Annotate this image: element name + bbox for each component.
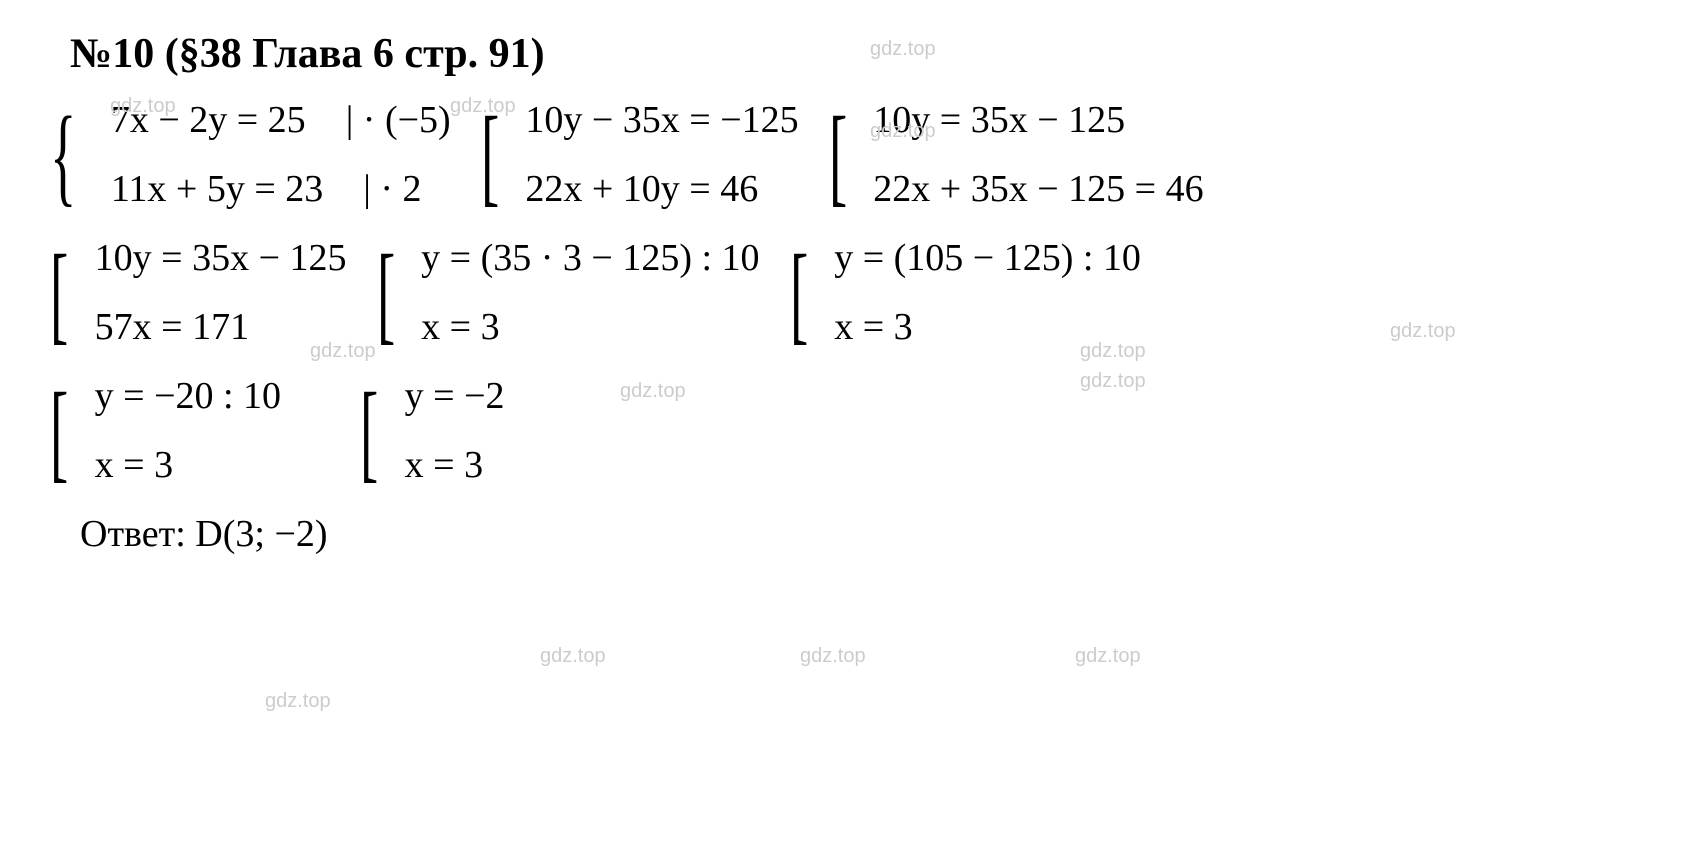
- equation-line: 10y = 35x − 125: [95, 236, 347, 280]
- system-2-1: [ 10y = 35x − 125 57x = 171: [50, 236, 347, 349]
- brace-square: [: [50, 249, 68, 337]
- brace-square: [: [360, 387, 378, 475]
- equation-text: x = 3: [834, 305, 912, 349]
- equation-text: y = (105 − 125) : 10: [834, 236, 1141, 280]
- watermark: gdz.top: [110, 95, 176, 118]
- equation-text: x = 3: [405, 443, 483, 487]
- answer-text: Ответ: D(3; −2): [50, 512, 1645, 556]
- system-3-2: [ y = −2 x = 3: [360, 374, 505, 487]
- watermark: gdz.top: [870, 38, 936, 61]
- equation-line: 10y − 35x = −125: [525, 98, 798, 142]
- equation-text: y = −2: [405, 374, 505, 418]
- brace-curly: {: [50, 111, 76, 199]
- system-3-1: [ y = −20 : 10 x = 3: [50, 374, 330, 487]
- watermark: gdz.top: [870, 120, 936, 143]
- equation-text: 10y − 35x = −125: [525, 98, 798, 142]
- brace-square: [: [481, 111, 499, 199]
- brace-square: [: [790, 249, 808, 337]
- equations-block: y = (105 − 125) : 10 x = 3: [834, 236, 1141, 349]
- equation-text: x = 3: [421, 305, 499, 349]
- equation-text: 10y = 35x − 125: [95, 236, 347, 280]
- equation-line: 22x + 35x − 125 = 46: [873, 167, 1203, 211]
- equation-line: 11x + 5y = 23 | · 2: [111, 167, 451, 211]
- equation-text: 22x + 35x − 125 = 46: [873, 167, 1203, 211]
- equations-block: 10y = 35x − 125 57x = 171: [95, 236, 347, 349]
- system-2-2: [ y = (35 · 3 − 125) : 10 x = 3: [377, 236, 760, 349]
- watermark: gdz.top: [1080, 370, 1146, 393]
- system-1-2: [ 10y − 35x = −125 22x + 10y = 46: [481, 98, 799, 211]
- equation-text: y = −20 : 10: [95, 374, 281, 418]
- multiplier-note: | · 2: [363, 167, 421, 211]
- equations-block: y = (35 · 3 − 125) : 10 x = 3: [421, 236, 759, 349]
- equation-line: 22x + 10y = 46: [525, 167, 798, 211]
- watermark: gdz.top: [1390, 320, 1456, 343]
- equations-block: 10y − 35x = −125 22x + 10y = 46: [525, 98, 798, 211]
- watermark: gdz.top: [450, 95, 516, 118]
- equation-line: y = (35 · 3 − 125) : 10: [421, 236, 759, 280]
- watermark: gdz.top: [265, 690, 331, 713]
- equation-text: x = 3: [95, 443, 173, 487]
- page-title: №10 (§38 Глава 6 стр. 91): [50, 30, 1645, 78]
- watermark: gdz.top: [540, 645, 606, 668]
- equation-text: 22x + 10y = 46: [525, 167, 758, 211]
- watermark: gdz.top: [800, 645, 866, 668]
- equation-line: y = (105 − 125) : 10: [834, 236, 1141, 280]
- multiplier-note: | · (−5): [346, 98, 451, 142]
- brace-square: [: [377, 249, 395, 337]
- equation-text: 11x + 5y = 23: [111, 167, 323, 211]
- equation-text: 57x = 171: [95, 305, 249, 349]
- equation-line: x = 3: [421, 305, 759, 349]
- brace-square: [: [829, 111, 847, 199]
- watermark: gdz.top: [1080, 340, 1146, 363]
- equation-text: y = (35 · 3 − 125) : 10: [421, 236, 759, 280]
- equation-line: y = −20 : 10: [95, 374, 281, 418]
- equation-row-1: { 7x − 2y = 25 | · (−5) 11x + 5y = 23 | …: [50, 98, 1645, 211]
- watermark: gdz.top: [310, 340, 376, 363]
- equations-block: y = −2 x = 3: [405, 374, 505, 487]
- equation-line: y = −2: [405, 374, 505, 418]
- system-2-3: [ y = (105 − 125) : 10 x = 3: [790, 236, 1141, 349]
- system-1-3: [ 10y = 35x − 125 22x + 35x − 125 = 46: [829, 98, 1204, 211]
- equation-line: 57x = 171: [95, 305, 347, 349]
- equation-line: x = 3: [95, 443, 281, 487]
- equation-line: x = 3: [405, 443, 505, 487]
- equations-block: y = −20 : 10 x = 3: [95, 374, 281, 487]
- brace-square: [: [50, 387, 68, 475]
- watermark: gdz.top: [1075, 645, 1141, 668]
- equation-row-3: [ y = −20 : 10 x = 3 [ y = −2 x = 3: [50, 374, 1645, 487]
- equations-block: 10y = 35x − 125 22x + 35x − 125 = 46: [873, 98, 1203, 211]
- watermark: gdz.top: [620, 380, 686, 403]
